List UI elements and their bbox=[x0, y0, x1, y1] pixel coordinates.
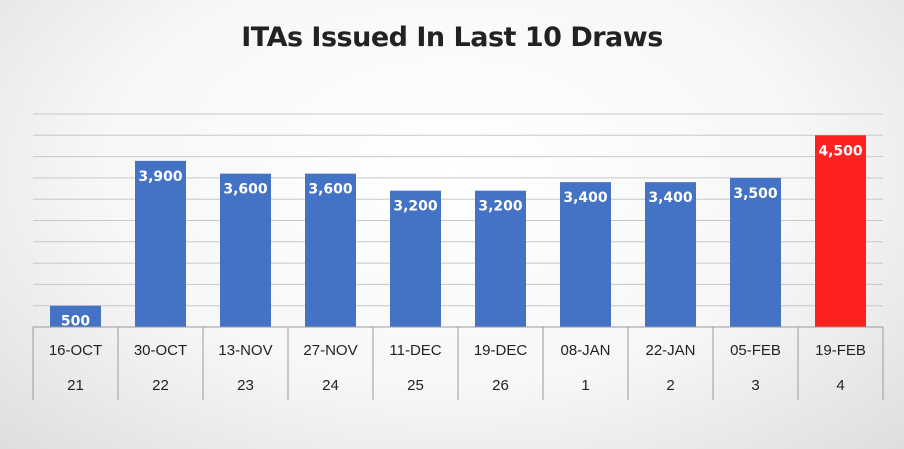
bar bbox=[305, 173, 356, 327]
x-sub-tick-label: 2 bbox=[666, 377, 674, 394]
x-tick-label: 13-NOV bbox=[218, 342, 272, 359]
x-sub-tick-label: 26 bbox=[492, 377, 509, 394]
x-sub-tick-label: 23 bbox=[237, 377, 254, 394]
bar bbox=[645, 182, 696, 327]
bar bbox=[730, 177, 781, 327]
chart-title: ITAs Issued In Last 10 Draws bbox=[241, 22, 663, 53]
data-label: 3,200 bbox=[478, 199, 523, 215]
data-labels: 500 3,900 3,600 3,600 3,200 3,200 3,400 3,400 3,… bbox=[61, 143, 863, 329]
bar bbox=[220, 173, 271, 327]
x-tick-label: 05-FEB bbox=[730, 342, 781, 359]
x-tick-label: 19-FEB bbox=[815, 342, 866, 359]
bar bbox=[390, 190, 441, 327]
data-label: 3,600 bbox=[308, 182, 353, 198]
data-label: 3,900 bbox=[138, 169, 183, 185]
x-sub-tick-label: 3 bbox=[751, 377, 759, 394]
x-sub-tick-label: 22 bbox=[152, 377, 169, 394]
data-label: 3,400 bbox=[648, 190, 693, 206]
bar bbox=[815, 135, 866, 327]
x-tick-label: 30-OCT bbox=[134, 342, 187, 359]
bar bbox=[135, 160, 186, 327]
x-tick-label: 22-JAN bbox=[645, 342, 695, 359]
x-tick-label: 16-OCT bbox=[49, 342, 102, 359]
data-label: 500 bbox=[61, 314, 90, 330]
data-label: 3,500 bbox=[733, 186, 778, 202]
x-sub-tick-label: 4 bbox=[836, 377, 844, 394]
bar bbox=[50, 305, 101, 327]
bar bbox=[560, 182, 611, 327]
bars bbox=[50, 135, 866, 327]
x-sub-tick-label: 1 bbox=[581, 377, 589, 394]
data-label: 4,500 bbox=[818, 143, 863, 159]
x-tick-label: 11-DEC bbox=[389, 342, 441, 359]
bar bbox=[475, 190, 526, 327]
x-tick-label: 19-DEC bbox=[474, 342, 528, 359]
data-label: 3,400 bbox=[563, 190, 608, 206]
data-label: 3,600 bbox=[223, 182, 268, 198]
x-sub-tick-label: 24 bbox=[322, 377, 339, 394]
category-axis: 16-OCT 30-OCT 13-NOV 27-NOV 11-DEC 19-DEC 08-J… bbox=[32, 326, 884, 400]
data-label: 3,200 bbox=[393, 199, 438, 215]
x-tick-label: 27-NOV bbox=[303, 342, 357, 359]
x-sub-tick-label: 21 bbox=[67, 377, 84, 394]
x-sub-tick-label: 25 bbox=[407, 377, 424, 394]
x-tick-label: 08-JAN bbox=[560, 342, 610, 359]
